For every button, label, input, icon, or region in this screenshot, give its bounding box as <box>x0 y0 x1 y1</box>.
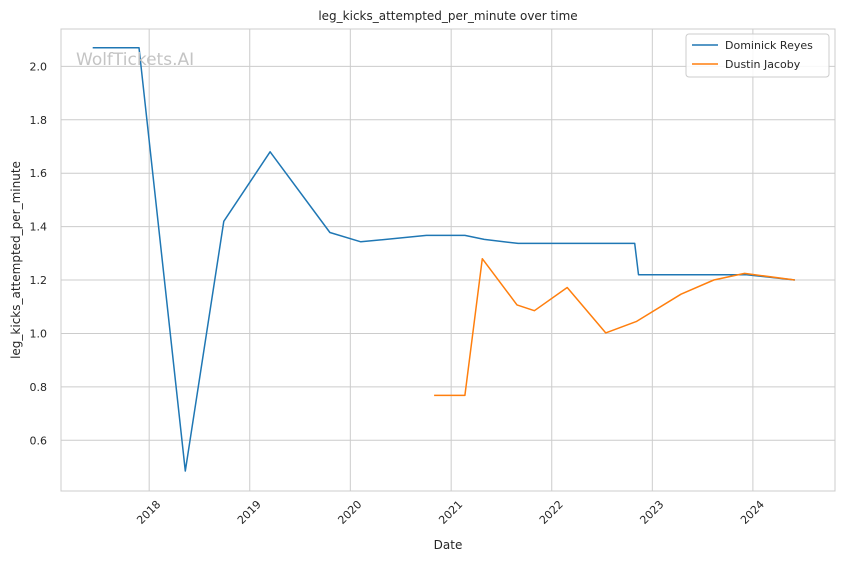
x-tick-label: 2019 <box>235 498 264 527</box>
legend-box <box>685 33 830 78</box>
series-line-dominick-reyes <box>92 46 795 472</box>
x-tick-label: 2018 <box>134 498 163 527</box>
y-tick-label: 1.8 <box>30 114 48 127</box>
plot-frame <box>60 28 836 492</box>
y-tick-label: 1.2 <box>30 274 48 287</box>
y-tick-label: 0.6 <box>30 434 48 447</box>
x-tick-label: 2022 <box>537 498 566 527</box>
legend: Dominick Reyes Dustin Jacoby <box>685 33 830 78</box>
x-tick-labels: 2018 2019 2020 2021 2022 2023 2024 <box>134 498 767 527</box>
x-tick-label: 2021 <box>436 498 465 527</box>
y-tick-label: 2.0 <box>30 60 48 73</box>
x-axis-label: Date <box>434 538 463 552</box>
x-tick-label: 2024 <box>738 498 767 527</box>
watermark: WolfTickets.AI <box>76 50 194 70</box>
series-line-dustin-jacoby <box>434 257 795 397</box>
y-tick-label: 1.6 <box>30 167 48 180</box>
series-lines <box>92 46 795 472</box>
chart-title: leg_kicks_attempted_per_minute over time <box>318 9 577 23</box>
legend-label-dominick-reyes: Dominick Reyes <box>725 39 813 52</box>
y-tick-label: 0.8 <box>30 381 48 394</box>
y-tick-label: 1.4 <box>30 221 48 234</box>
y-tick-labels: 0.6 0.8 1.0 1.2 1.4 1.6 1.8 2.0 <box>30 60 48 447</box>
x-tick-label: 2023 <box>637 498 666 527</box>
grid-lines <box>61 29 835 491</box>
plot-area <box>61 29 835 491</box>
y-tick-label: 1.0 <box>30 327 48 340</box>
legend-label-dustin-jacoby: Dustin Jacoby <box>725 58 801 71</box>
x-tick-label: 2020 <box>335 498 364 527</box>
y-axis-label: leg_kicks_attempted_per_minute <box>9 161 23 359</box>
